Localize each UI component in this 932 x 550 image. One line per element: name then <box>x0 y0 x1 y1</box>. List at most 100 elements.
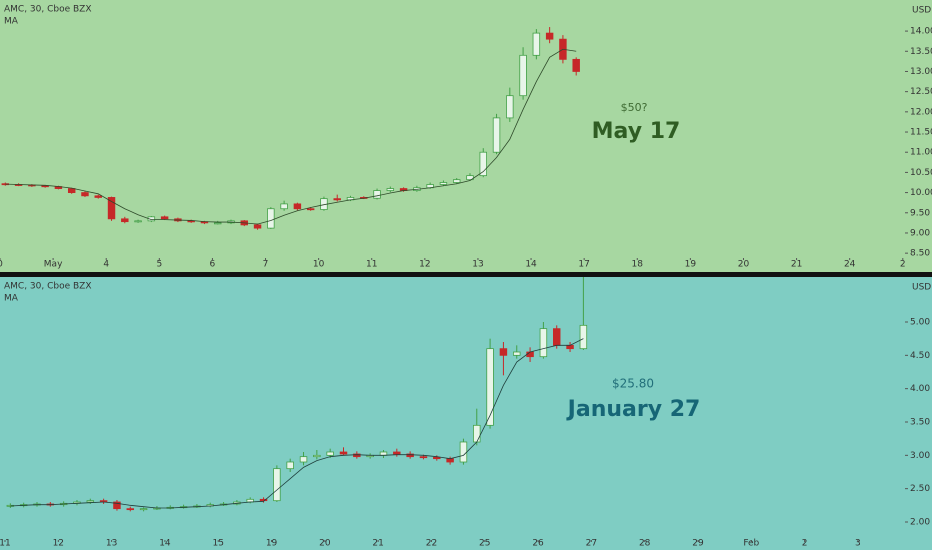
candle-body <box>386 188 395 191</box>
y-axis-label: USD <box>912 6 931 16</box>
x-tick-label: 6 <box>210 260 216 270</box>
x-tick-label: 13 <box>472 260 483 270</box>
candle-body <box>419 456 428 459</box>
y-tick-label: 2.00 <box>910 518 930 528</box>
candle-body <box>353 453 361 458</box>
candle-body <box>293 203 302 210</box>
candle-body <box>579 324 588 350</box>
candle-body <box>121 218 129 223</box>
candle-body <box>479 151 487 177</box>
x-tick-label: 3 <box>855 539 861 549</box>
x-tick-label: 27 <box>586 539 597 549</box>
y-tick-label: 10.00 <box>910 188 932 198</box>
y-tick-label: 4.00 <box>910 384 930 394</box>
candle-body <box>280 203 288 210</box>
x-tick-label: 5 <box>156 260 162 270</box>
candle-body <box>539 328 548 358</box>
candle-body <box>67 188 76 193</box>
y-tick-label: 8.50 <box>910 249 930 259</box>
x-tick-label: 0 <box>0 260 3 270</box>
y-tick-label: 12.50 <box>910 87 932 97</box>
candle-body <box>339 451 348 455</box>
x-tick-label: 28 <box>639 539 651 549</box>
indicator-label: MA <box>4 17 19 27</box>
candle-body <box>41 185 49 188</box>
candle-body <box>187 220 195 223</box>
x-tick-label: 24 <box>844 260 856 270</box>
candle-body <box>459 441 468 463</box>
x-tick-label: 2 <box>802 539 808 549</box>
x-tick-label: 14 <box>525 260 537 270</box>
x-tick-label: 15 <box>213 539 224 549</box>
y-tick-label: 4.50 <box>910 351 930 361</box>
candle-body <box>113 501 121 510</box>
y-tick-label: 14.00 <box>910 27 932 37</box>
y-tick-label: 10.50 <box>910 168 932 178</box>
candle-body <box>492 117 501 153</box>
candle-body <box>526 351 534 358</box>
x-tick-label: 12 <box>53 539 64 549</box>
candle-body <box>134 220 142 223</box>
candle-body <box>107 197 116 220</box>
x-tick-label: Feb <box>743 539 759 549</box>
x-tick-label: 21 <box>791 260 802 270</box>
x-tick-label: 26 <box>532 539 544 549</box>
x-tick-label: 7 <box>263 260 269 270</box>
annotation: May 17 <box>592 119 681 144</box>
candle-body <box>313 454 321 458</box>
y-tick-label: 9.00 <box>910 228 930 238</box>
candle-body <box>566 344 574 350</box>
candle-body <box>373 190 381 199</box>
x-tick-label: 20 <box>319 539 331 549</box>
annotation: January 27 <box>566 397 701 422</box>
candle-body <box>393 451 401 455</box>
x-tick-label: 2 <box>900 260 906 270</box>
candle-body <box>326 451 334 456</box>
candle-body <box>552 328 561 346</box>
candle-body <box>519 54 527 97</box>
panel: AMC, 30, Cboe BZX MA USD 2.00 2.50 3.00 3.50 4.… <box>0 275 932 550</box>
indicator-label: MA <box>4 294 19 304</box>
x-tick-label: 12 <box>419 260 430 270</box>
x-tick-label: 10 <box>313 260 325 270</box>
y-tick-label: 11.00 <box>910 148 932 158</box>
x-tick-label: 22 <box>426 539 437 549</box>
ma-line <box>5 48 577 225</box>
candle-body <box>306 208 315 211</box>
y-tick-label: 3.00 <box>910 451 930 461</box>
y-tick-label: 5.00 <box>910 318 930 328</box>
x-tick-label: 21 <box>372 539 383 549</box>
x-tick-label: May <box>44 260 63 270</box>
y-tick-label: 11.50 <box>910 128 932 138</box>
panel: AMC, 30, Cboe BZX MA USD 8.50 9.00 9.50 10.00 1… <box>0 0 932 272</box>
x-tick-label: 25 <box>479 539 490 549</box>
x-tick-label: 11 <box>366 260 377 270</box>
x-tick-label: 11 <box>0 539 11 549</box>
candle-body <box>446 458 454 463</box>
candle-body <box>452 179 461 183</box>
panel-background <box>0 0 932 272</box>
annotation: $50? <box>621 101 648 114</box>
candle-body <box>81 192 89 197</box>
candle-body <box>333 198 341 201</box>
divider <box>0 272 932 277</box>
y-tick-label: 9.50 <box>910 208 930 218</box>
x-tick-label: 19 <box>266 539 278 549</box>
candle-body <box>94 195 102 198</box>
candle-body <box>286 461 294 470</box>
candle-body <box>532 32 541 56</box>
candle-body <box>486 348 494 426</box>
x-tick-label: 18 <box>632 260 644 270</box>
candle-body <box>86 500 95 503</box>
candle-body <box>406 453 414 458</box>
x-tick-label: 29 <box>692 539 704 549</box>
y-tick-label: 13.00 <box>910 67 932 77</box>
y-tick-label: 13.50 <box>910 47 932 57</box>
x-tick-label: 4 <box>103 260 109 270</box>
candle-body <box>126 508 135 511</box>
candle-body <box>513 351 521 356</box>
x-tick-label: 13 <box>106 539 117 549</box>
candle-body <box>466 175 474 181</box>
